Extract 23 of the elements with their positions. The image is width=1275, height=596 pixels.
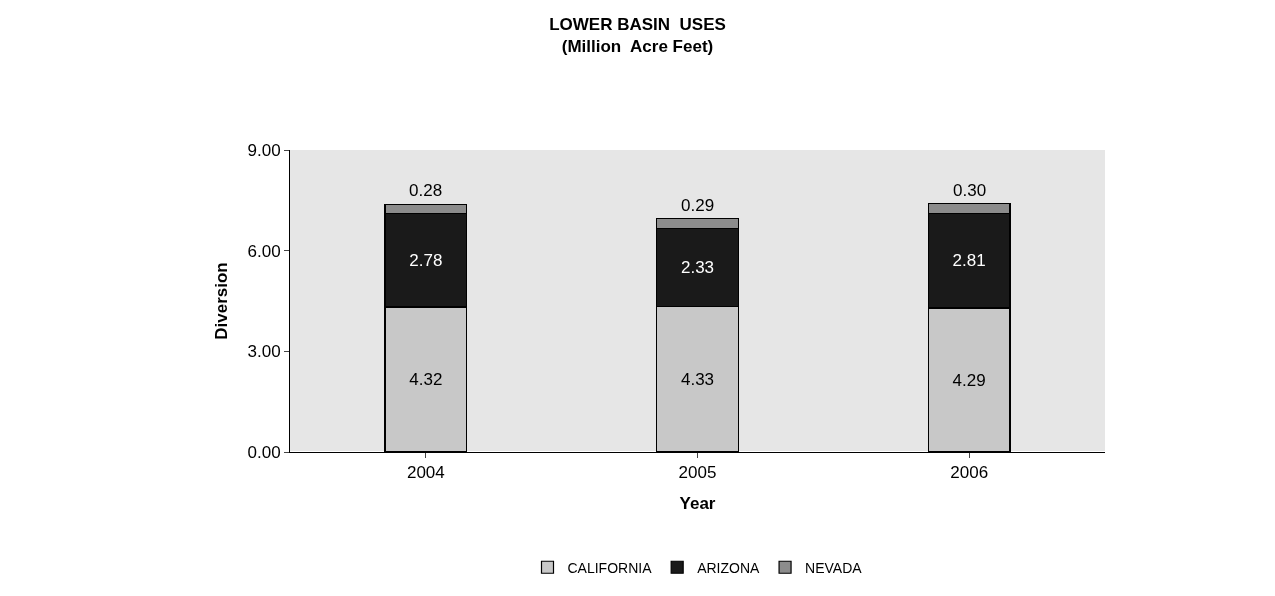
data-label: 4.29: [952, 370, 986, 390]
data-label: 2.81: [952, 251, 986, 271]
y-tick-label: 9.00: [247, 140, 281, 160]
legend-label: ARIZONA: [697, 559, 761, 576]
y-tick-label: 3.00: [247, 342, 281, 362]
data-label: 2.33: [680, 258, 715, 278]
y-tick-label: 6.00: [247, 241, 281, 261]
legend-label: CALIFORNIA: [567, 559, 653, 576]
data-label: 4.32: [409, 370, 443, 390]
data-label: 0.28: [409, 181, 443, 200]
x-tick-label: 2004: [406, 463, 445, 483]
data-label: 0.30: [953, 181, 987, 200]
data-label: 4.33: [680, 369, 715, 389]
data-label: 0.29: [681, 196, 715, 215]
data-label: 2.78: [409, 250, 443, 270]
y-tick-label: 0.00: [247, 442, 281, 462]
chart-title: LOWER BASIN USES: [549, 14, 726, 34]
x-tick-label: 2006: [950, 463, 989, 483]
chart-subtitle: (Million Acre Feet): [561, 36, 714, 56]
y-axis-title: Diversion: [212, 262, 232, 340]
x-axis-title: Year: [679, 493, 716, 513]
x-tick-label: 2005: [678, 463, 717, 483]
legend-label: NEVADA: [805, 559, 863, 576]
